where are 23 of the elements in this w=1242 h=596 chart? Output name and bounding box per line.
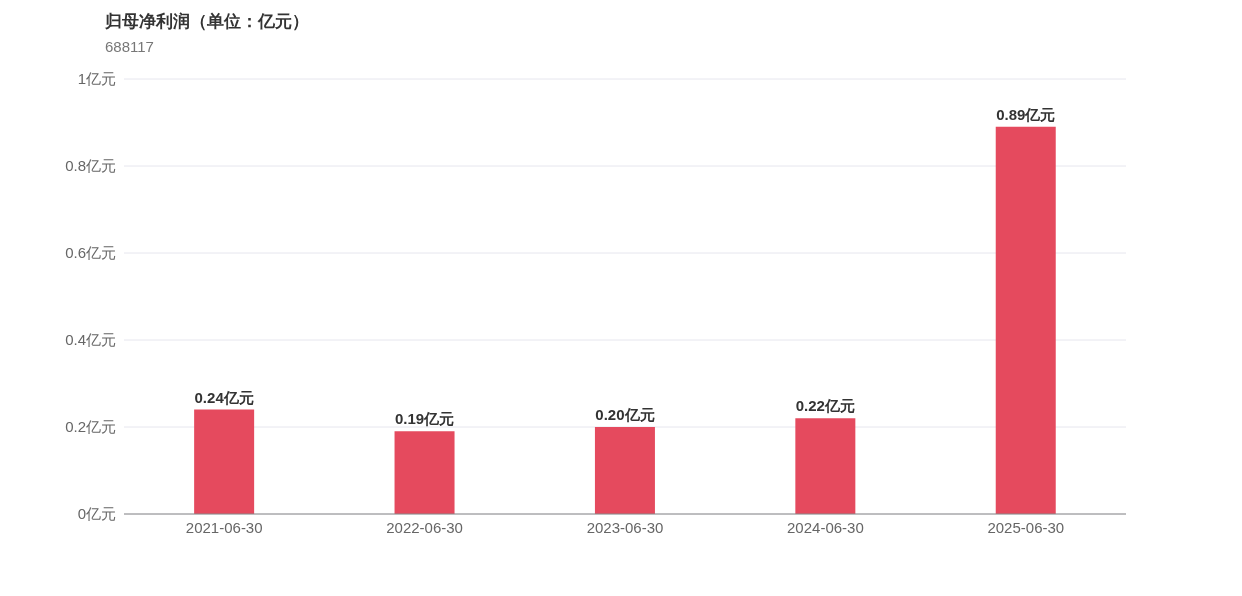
- data-label: 0.19亿元: [394, 410, 455, 428]
- y-tick-label: 0亿元: [77, 505, 116, 523]
- y-tick-label: 1亿元: [77, 70, 116, 88]
- data-label: 0.89亿元: [996, 105, 1056, 123]
- x-tick-label: 2023-06-30: [586, 518, 664, 536]
- chart-subtitle: 688117: [105, 38, 154, 55]
- data-label: 0.22亿元: [795, 397, 855, 415]
- data-label: 0.24亿元: [194, 388, 254, 406]
- bar: [995, 126, 1056, 514]
- bar: [795, 418, 856, 514]
- x-tick-label: 2024-06-30: [787, 518, 864, 536]
- data-label: 0.20亿元: [595, 406, 655, 423]
- bar: [394, 431, 455, 514]
- chart-title: 归母净利润（单位：亿元）: [105, 11, 309, 33]
- bar: [194, 409, 255, 514]
- bar: [594, 427, 655, 514]
- y-tick-label: 0.2亿元: [65, 418, 116, 436]
- x-tick-label: 2021-06-30: [185, 518, 263, 536]
- y-tick-label: 0.8亿元: [65, 157, 116, 175]
- x-tick-label: 2025-06-30: [987, 518, 1065, 536]
- y-tick-label: 0.6亿元: [65, 244, 116, 262]
- x-tick-label: 2022-06-30: [386, 518, 463, 536]
- y-tick-label: 0.4亿元: [65, 331, 116, 349]
